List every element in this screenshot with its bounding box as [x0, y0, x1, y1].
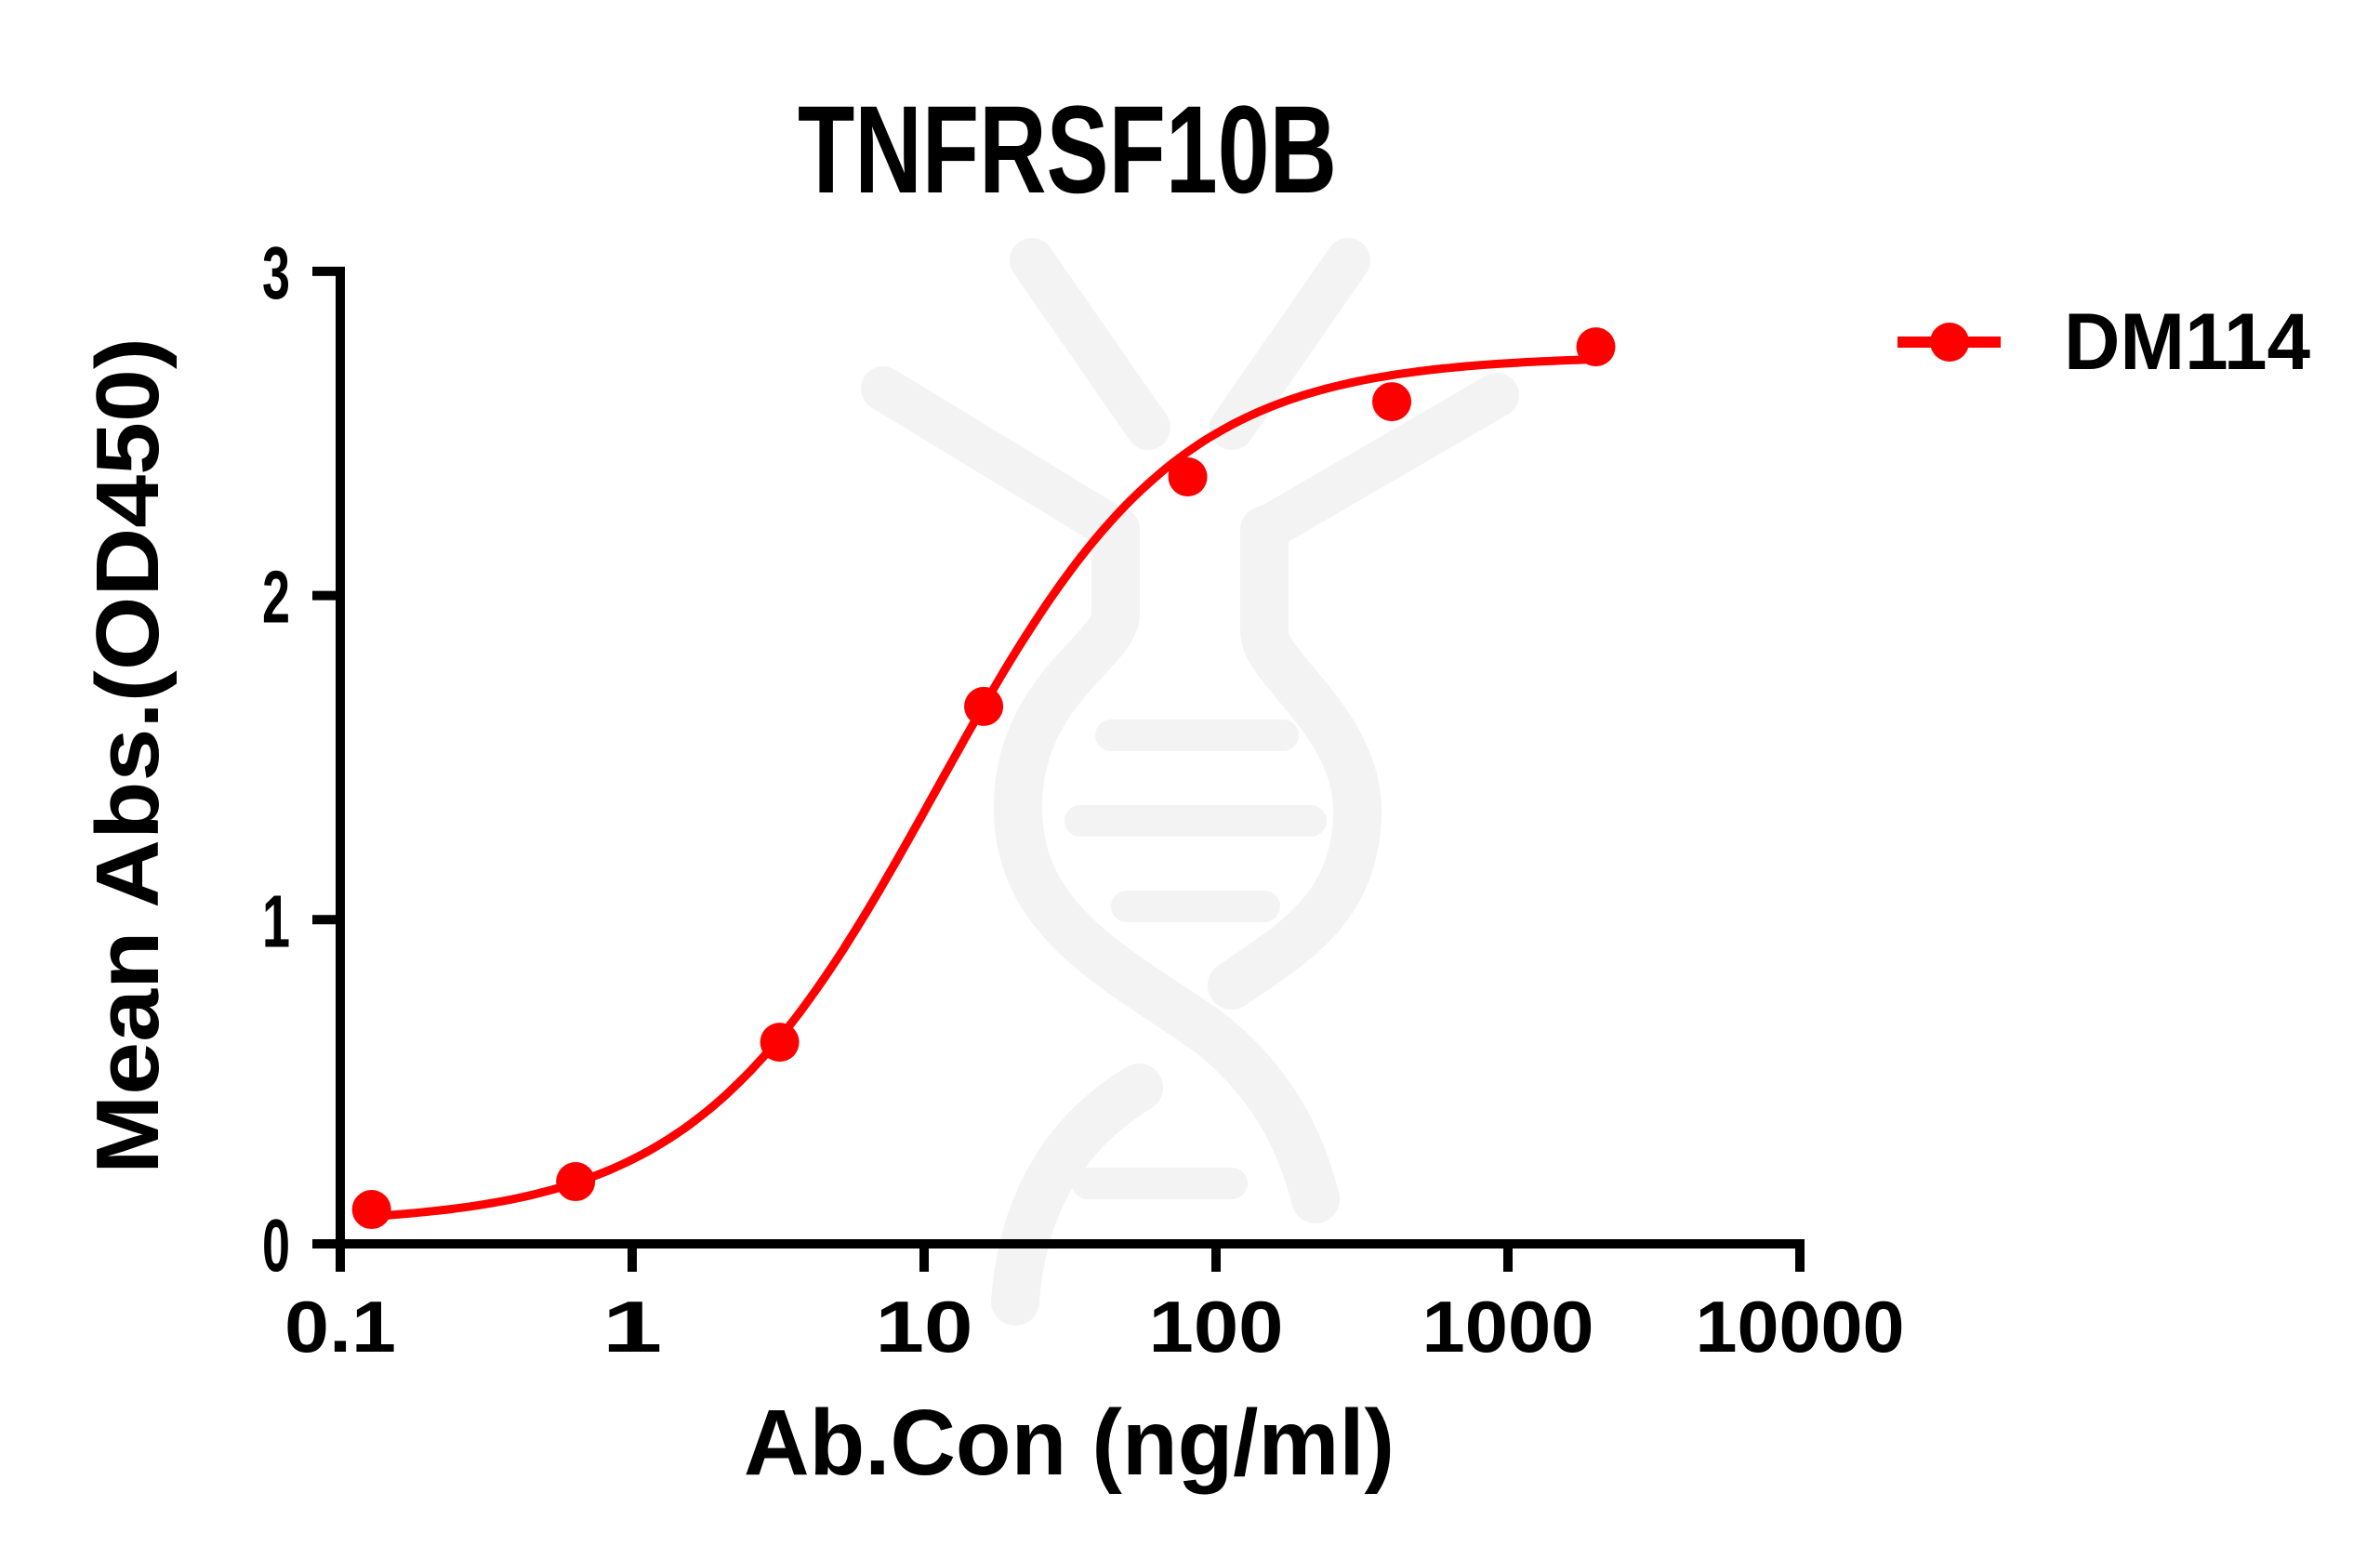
- legend: DM114: [1897, 297, 2310, 387]
- legend-label: DM114: [2064, 297, 2310, 387]
- x-tick-label: 0.1: [284, 1286, 396, 1367]
- x-tick-label: 10: [876, 1286, 973, 1367]
- x-axis-label: Ab.Con (ng/ml): [744, 1391, 1395, 1495]
- data-point: [1168, 456, 1208, 496]
- y-tick-label: 2: [262, 556, 290, 639]
- data-point: [964, 686, 1004, 726]
- fit-curve: [367, 355, 1600, 1221]
- data-point: [556, 1162, 596, 1202]
- x-tick-label: 1000: [1422, 1286, 1594, 1367]
- series-dm114: [351, 327, 1616, 1230]
- legend-marker-icon: [1930, 323, 1969, 362]
- x-tick-label: 1: [602, 1286, 663, 1367]
- watermark-logo-icon: [861, 238, 1519, 1326]
- data-point: [760, 1023, 800, 1063]
- chart-title: TNFRSF10B: [798, 81, 1337, 219]
- y-tick-label: 1: [262, 879, 290, 962]
- x-axis: 0.1 1 10 100 1000 10000: [284, 1239, 1905, 1367]
- data-point: [351, 1190, 391, 1230]
- x-tick-label: 100: [1149, 1286, 1284, 1367]
- y-axis: 0 1 2 3: [262, 231, 345, 1287]
- data-point: [1372, 382, 1412, 422]
- data-points: [351, 327, 1616, 1230]
- y-tick-label: 0: [262, 1204, 290, 1287]
- x-tick-label: 10000: [1696, 1286, 1905, 1367]
- data-point: [1576, 327, 1616, 367]
- y-tick-label: 3: [262, 231, 290, 314]
- y-axis-label: Mean Abs.(OD450): [78, 337, 178, 1174]
